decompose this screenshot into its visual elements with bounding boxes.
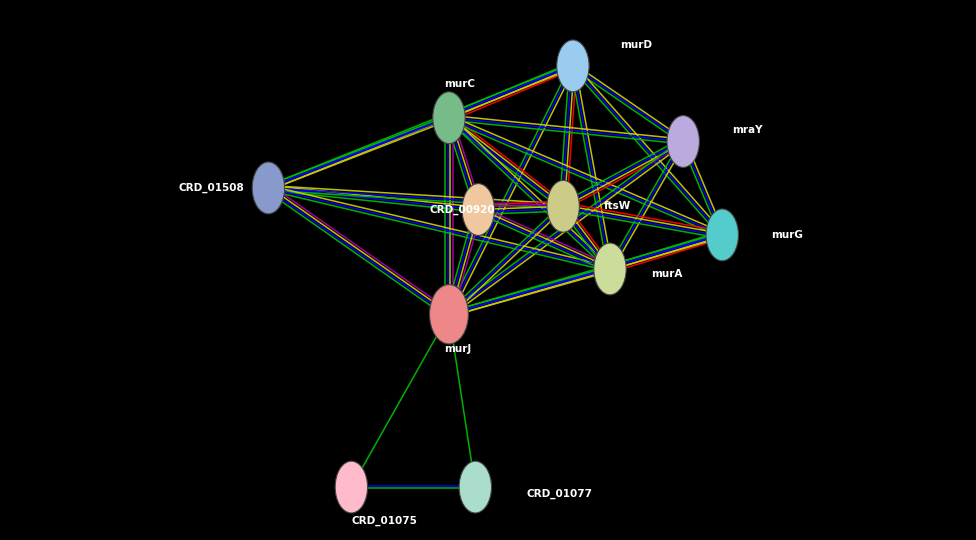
Ellipse shape — [547, 180, 580, 232]
Ellipse shape — [556, 40, 590, 92]
Ellipse shape — [335, 461, 368, 513]
Ellipse shape — [667, 116, 700, 167]
Text: CRD_01077: CRD_01077 — [526, 488, 592, 499]
Text: murG: murG — [771, 230, 803, 240]
Text: CRD_01075: CRD_01075 — [351, 515, 417, 526]
Ellipse shape — [252, 162, 285, 214]
Text: murA: murA — [651, 269, 682, 279]
Text: murD: murD — [620, 40, 652, 50]
Ellipse shape — [593, 243, 627, 295]
Text: murC: murC — [444, 79, 475, 89]
Ellipse shape — [429, 285, 468, 344]
Text: CRD_00920: CRD_00920 — [429, 204, 495, 215]
Text: CRD_01508: CRD_01508 — [179, 183, 244, 193]
Ellipse shape — [462, 184, 495, 235]
Text: murJ: murJ — [444, 345, 471, 354]
Ellipse shape — [706, 209, 739, 261]
Ellipse shape — [459, 461, 492, 513]
Ellipse shape — [432, 92, 466, 144]
Text: ftsW: ftsW — [604, 201, 631, 211]
Text: mraY: mraY — [732, 125, 762, 134]
